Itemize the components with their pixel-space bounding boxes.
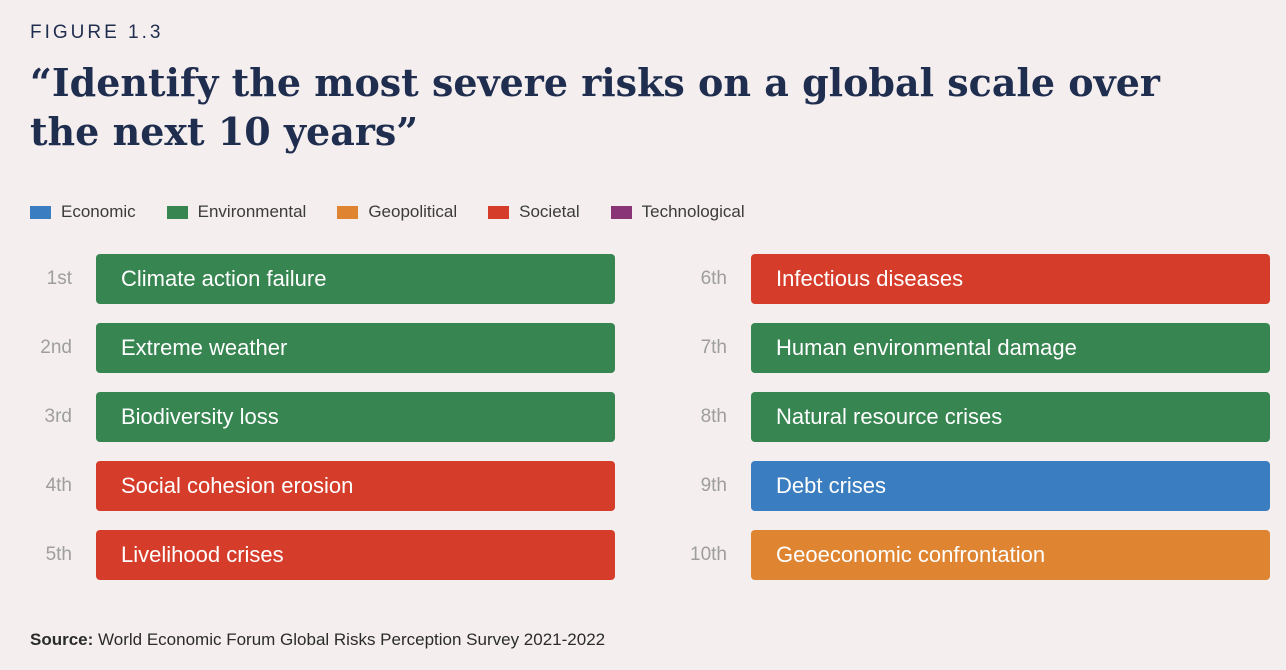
rank-label: 9th (700, 475, 727, 496)
risk-label: Livelihood crises (121, 542, 284, 567)
risk-label: Natural resource crises (776, 404, 1003, 429)
legend-swatch (610, 205, 632, 219)
rank-label: 10th (690, 544, 727, 565)
rank-label: 6th (700, 268, 727, 289)
rank-label: 1st (46, 268, 72, 289)
legend-label: Environmental (197, 202, 307, 221)
rank-label: 5th (45, 544, 72, 565)
legend-label: Geopolitical (368, 202, 458, 221)
risk-bar: Infectious diseases (751, 254, 1270, 304)
rank-label: 7th (700, 337, 727, 358)
risk-label: Climate action failure (121, 266, 327, 291)
legend-item-societal: Societal (488, 202, 580, 222)
rank-label: 8th (700, 406, 727, 427)
risk-bar: Extreme weather (96, 323, 615, 373)
risk-bar: Biodiversity loss (96, 392, 615, 442)
source-text: World Economic Forum Global Risks Percep… (93, 630, 606, 649)
risk-label: Biodiversity loss (121, 404, 279, 429)
legend-item-technological: Technological (610, 202, 745, 222)
risk-label: Human environmental damage (776, 335, 1077, 360)
rank-label: 2nd (40, 337, 72, 358)
legend-label: Technological (641, 202, 745, 221)
risk-label: Infectious diseases (776, 266, 964, 291)
rank-label: 4th (45, 475, 72, 496)
risk-bar: Debt crises (751, 461, 1270, 511)
chart-title: “Identify the most severe risks on a glo… (30, 60, 1160, 154)
legend-label: Economic (61, 202, 136, 221)
legend-label: Societal (519, 202, 580, 221)
legend: Economic Environmental Geopolitical Societa… (30, 202, 776, 222)
risk-bar: Natural resource crises (751, 392, 1270, 442)
risk-bar: Human environmental damage (751, 323, 1270, 373)
source-note: Source: World Economic Forum Global Risk… (30, 630, 605, 650)
figure-label: FIGURE 1.3 (30, 22, 164, 43)
risk-bar: Climate action failure (96, 254, 615, 304)
legend-item-economic: Economic (30, 202, 136, 222)
legend-item-environmental: Environmental (166, 202, 307, 222)
risk-label: Extreme weather (121, 335, 288, 360)
source-label: Source: (30, 630, 94, 649)
legend-item-geopolitical: Geopolitical (337, 202, 457, 222)
legend-swatch (166, 205, 188, 219)
legend-swatch (30, 205, 51, 219)
rank-label: 3rd (44, 406, 72, 427)
risk-label: Debt crises (776, 473, 887, 498)
risk-bar: Livelihood crises (96, 530, 615, 580)
legend-swatch (337, 205, 359, 219)
risk-bar: Social cohesion erosion (96, 461, 615, 511)
risk-bar: Geoeconomic confrontation (751, 530, 1270, 580)
risk-label: Geoeconomic confrontation (776, 542, 1046, 567)
legend-swatch (488, 205, 510, 219)
risk-label: Social cohesion erosion (121, 473, 354, 498)
